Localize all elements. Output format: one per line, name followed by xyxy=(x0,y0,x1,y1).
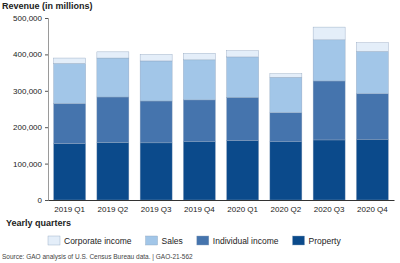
y-tick-mark xyxy=(45,18,48,19)
bar-segment xyxy=(313,81,345,140)
bar-segment xyxy=(183,53,215,60)
bar-segment xyxy=(183,100,215,142)
bar-segment xyxy=(356,139,388,200)
bar-segment xyxy=(356,94,388,140)
x-tick-label: 2020 Q4 xyxy=(357,205,388,214)
y-tick-mark xyxy=(45,164,48,165)
x-tick: 2019 Q3 xyxy=(141,200,172,214)
chart: 0 100,000 200,000 300,000 400,000 500,000 2019… xyxy=(0,0,400,263)
bar-segment xyxy=(227,57,259,97)
x-axis: 2019 Q1 2019 Q2 2019 Q3 2019 Q4 2020 Q1 2020 … xyxy=(49,200,395,214)
legend-item: Corporate income xyxy=(48,236,132,246)
y-axis: 0 100,000 200,000 300,000 400,000 500,000 xyxy=(13,14,48,205)
bar-segment xyxy=(270,142,302,200)
x-tick: 2019 Q1 xyxy=(54,200,85,214)
legend-swatch xyxy=(197,236,209,245)
bar-segment xyxy=(97,142,129,200)
bar-segment xyxy=(54,58,86,63)
bar-segment xyxy=(227,51,259,57)
bar-series xyxy=(54,40,389,113)
x-tick: 2020 Q1 xyxy=(227,200,258,214)
bar-segment xyxy=(270,74,302,78)
x-tick-label: 2020 Q3 xyxy=(314,205,345,214)
y-tick-mark xyxy=(45,54,48,55)
y-tick: 300,000 xyxy=(13,87,48,96)
x-tick: 2020 Q4 xyxy=(357,200,388,214)
bar-segment xyxy=(313,40,345,81)
legend-label: Individual income xyxy=(213,236,279,246)
x-tick: 2020 Q3 xyxy=(314,200,345,214)
bar-segment xyxy=(227,141,259,200)
x-axis-line xyxy=(49,200,395,201)
bar-segment xyxy=(356,51,388,93)
bar-segment xyxy=(140,61,172,101)
y-tick-mark xyxy=(45,91,48,92)
y-tick-label: 300,000 xyxy=(13,87,42,96)
plot: 0 100,000 200,000 300,000 400,000 500,000 2019… xyxy=(13,14,394,214)
bar-segment xyxy=(54,64,86,104)
bars xyxy=(54,27,389,200)
bar-segment xyxy=(140,101,172,143)
bar-segment xyxy=(313,27,345,40)
y-tick-label: 200,000 xyxy=(13,123,42,132)
x-tick-label: 2019 Q2 xyxy=(98,205,129,214)
bar-series xyxy=(54,139,389,200)
y-tick: 200,000 xyxy=(13,123,48,132)
y-tick: 400,000 xyxy=(13,50,48,59)
legend-item: Property xyxy=(293,236,342,246)
y-axis-title: Revenue (in millions) xyxy=(2,1,93,11)
x-axis-title: Yearly quarters xyxy=(6,218,71,228)
y-tick-label: 0 xyxy=(38,196,43,205)
bar-segment xyxy=(270,77,302,112)
legend-item: Sales xyxy=(146,236,183,246)
y-tick-mark xyxy=(45,200,48,201)
x-tick: 2020 Q2 xyxy=(271,200,302,214)
y-tick: 0 xyxy=(38,196,48,205)
y-axis-line xyxy=(45,19,49,201)
y-tick: 500,000 xyxy=(13,14,48,23)
legend-swatch xyxy=(146,236,158,245)
bar-segment xyxy=(356,43,388,52)
source-note: Source: GAO analysis of U.S. Census Bure… xyxy=(2,253,193,261)
bar-segment xyxy=(183,142,215,200)
x-tick: 2019 Q4 xyxy=(184,200,215,214)
bar-series xyxy=(54,27,389,77)
x-tick-label: 2019 Q4 xyxy=(184,205,215,214)
y-tick: 100,000 xyxy=(13,160,48,169)
x-tick-label: 2019 Q1 xyxy=(54,205,85,214)
y-tick-label: 100,000 xyxy=(13,160,42,169)
legend: Corporate income Sales Individual income Pr… xyxy=(48,236,341,246)
legend-swatch xyxy=(48,236,60,245)
legend-label: Property xyxy=(309,236,342,246)
legend-label: Sales xyxy=(162,236,183,246)
x-tick-label: 2019 Q3 xyxy=(141,205,172,214)
y-tick-label: 500,000 xyxy=(13,14,42,23)
x-tick-label: 2020 Q2 xyxy=(271,205,302,214)
bar-segment xyxy=(227,97,259,140)
legend-label: Corporate income xyxy=(64,236,132,246)
bar-segment xyxy=(97,97,129,143)
bar-segment xyxy=(270,113,302,142)
legend-item: Individual income xyxy=(197,236,279,246)
bar-segment xyxy=(54,104,86,144)
bar-segment xyxy=(97,52,129,58)
bar-segment xyxy=(183,60,215,100)
bar-segment xyxy=(313,140,345,200)
bar-segment xyxy=(140,54,172,61)
legend-swatch xyxy=(293,236,305,245)
x-tick-label: 2020 Q1 xyxy=(227,205,258,214)
y-tick-label: 400,000 xyxy=(13,50,42,59)
bar-segment xyxy=(54,144,86,200)
bar-segment xyxy=(97,58,129,97)
y-tick-mark xyxy=(45,127,48,128)
bar-segment xyxy=(140,143,172,200)
x-tick: 2019 Q2 xyxy=(98,200,129,214)
